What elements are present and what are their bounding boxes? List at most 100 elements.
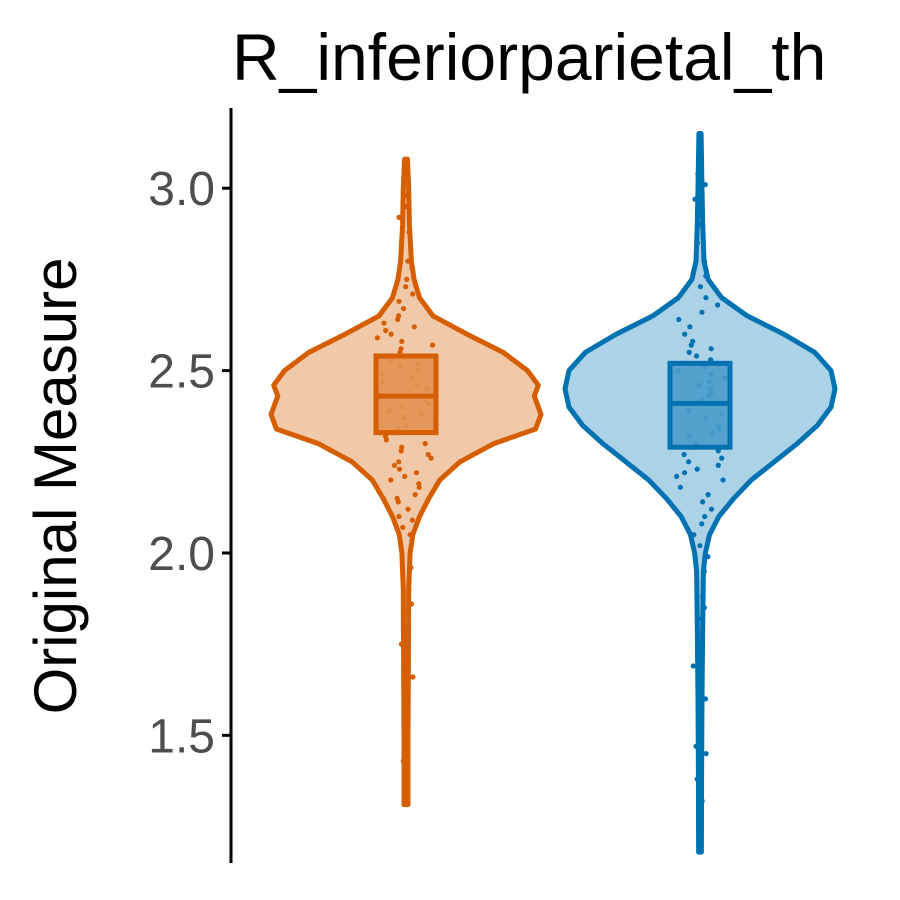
data-point — [425, 451, 431, 458]
data-point — [430, 342, 436, 348]
data-point — [702, 258, 708, 264]
data-point — [406, 586, 412, 593]
data-point — [399, 444, 405, 450]
data-point — [690, 663, 696, 669]
data-point — [411, 324, 417, 330]
data-point — [696, 616, 702, 622]
data-point — [692, 196, 698, 202]
data-point — [404, 203, 410, 210]
data-point — [687, 324, 693, 330]
data-point — [398, 641, 404, 647]
data-point — [682, 470, 688, 476]
y-axis-ticks: 1.5 2.0 2.5 3.0 — [148, 163, 231, 763]
data-point — [695, 171, 701, 177]
data-point — [674, 473, 680, 479]
data-point — [383, 327, 389, 334]
y-axis-label: Original Measure — [22, 258, 89, 715]
data-point — [409, 517, 415, 523]
data-point — [388, 477, 394, 483]
data-point — [703, 751, 709, 757]
data-point — [699, 630, 705, 636]
data-point — [697, 543, 703, 549]
data-point — [401, 306, 407, 312]
data-point — [686, 349, 692, 355]
data-point — [398, 346, 404, 352]
data-point — [697, 222, 703, 228]
data-point — [720, 477, 726, 483]
data-point — [396, 313, 402, 319]
data-point — [416, 481, 422, 487]
y-tick-label: 2.0 — [148, 528, 215, 581]
data-point — [697, 203, 703, 210]
data-point — [400, 524, 406, 531]
data-point — [413, 470, 420, 476]
data-point — [405, 718, 411, 724]
data-point — [403, 284, 409, 290]
data-point — [715, 302, 721, 308]
data-point — [694, 240, 701, 246]
data-point — [705, 554, 711, 560]
data-point — [396, 459, 402, 465]
data-point — [694, 776, 700, 782]
data-point — [686, 459, 692, 465]
data-point — [693, 743, 699, 749]
data-point — [694, 579, 700, 585]
data-point — [412, 492, 418, 498]
data-point — [391, 462, 398, 468]
data-point — [702, 513, 708, 520]
data-point — [409, 265, 415, 272]
data-point — [701, 605, 708, 611]
data-point — [698, 674, 705, 680]
data-point — [404, 276, 410, 282]
data-point — [677, 484, 684, 490]
violin-group-1 — [268, 156, 544, 808]
data-point — [405, 652, 411, 658]
data-point — [697, 809, 703, 815]
data-point — [702, 182, 708, 188]
y-tick-label: 1.5 — [148, 710, 215, 763]
data-point — [700, 499, 706, 505]
data-point — [697, 703, 703, 709]
data-point — [705, 492, 711, 498]
data-point — [699, 521, 705, 527]
data-point — [399, 338, 405, 344]
data-point — [701, 568, 707, 574]
data-point — [699, 309, 705, 315]
data-point — [374, 335, 380, 341]
data-point — [702, 696, 709, 702]
data-point — [402, 473, 408, 479]
data-point — [410, 674, 416, 680]
data-point — [697, 769, 703, 775]
data-point — [400, 758, 406, 764]
data-point — [708, 506, 715, 512]
data-point — [405, 765, 411, 771]
data-point — [715, 462, 721, 468]
data-point — [405, 258, 411, 264]
violin-shape — [268, 156, 544, 808]
data-point — [703, 273, 709, 279]
data-point — [396, 298, 402, 304]
data-point — [408, 601, 414, 607]
data-point — [410, 291, 416, 297]
data-point — [396, 466, 403, 472]
violin-shape — [562, 131, 838, 855]
violin-group-2 — [562, 131, 838, 855]
data-point — [422, 441, 428, 447]
data-point — [408, 565, 414, 571]
data-point — [700, 594, 706, 600]
data-point — [388, 331, 394, 337]
data-point — [699, 648, 705, 655]
data-point — [381, 320, 387, 326]
data-point — [699, 798, 705, 804]
data-point — [697, 284, 704, 290]
data-point — [691, 532, 697, 538]
data-point — [682, 331, 688, 337]
data-point — [405, 659, 412, 666]
data-point — [405, 506, 411, 512]
data-point — [690, 338, 696, 344]
violins — [268, 131, 838, 855]
data-point — [402, 192, 408, 199]
data-point — [719, 455, 725, 461]
y-tick-label: 2.5 — [148, 346, 215, 399]
